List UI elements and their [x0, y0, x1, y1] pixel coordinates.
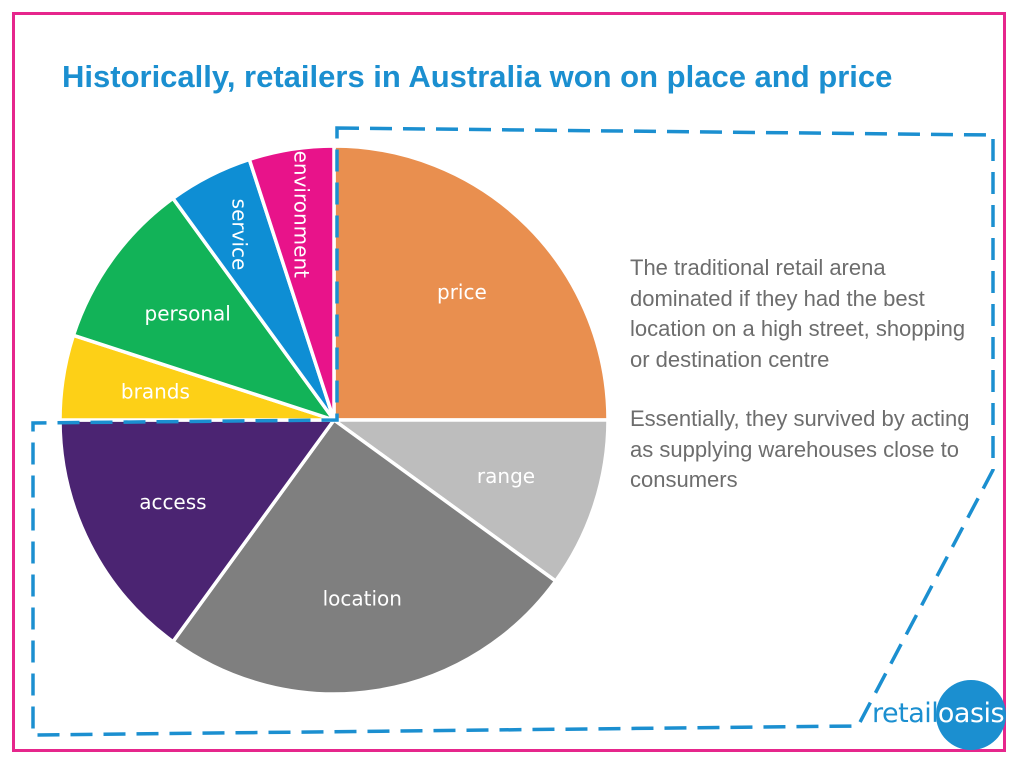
body-paragraph-2: Essentially, they survived by acting as … [630, 406, 970, 492]
pie-slice-location [171, 418, 558, 696]
slide-frame [12, 12, 1006, 752]
body-paragraph-1: The traditional retail arena dominated i… [630, 255, 966, 372]
pie-label-service: service [228, 199, 252, 271]
pie-slice-range [332, 418, 610, 583]
pie-slice-access [58, 418, 336, 644]
pie-label-price: price [437, 280, 487, 304]
pie-label-location: location [323, 587, 402, 611]
pie-slice-personal [71, 196, 336, 422]
pie-label-environment: environment [289, 151, 313, 279]
pie-label-brands: brands [121, 380, 190, 404]
logo-text-oasis: oasis [937, 698, 1005, 729]
pie-label-personal: personal [145, 302, 231, 326]
logo-circle: oasis [936, 680, 1006, 750]
slide-title: Historically, retailers in Australia won… [62, 59, 893, 94]
pie-label-range: range [477, 464, 535, 488]
pie-slice-price [332, 144, 610, 422]
retail-oasis-logo: retail oasis [872, 680, 1012, 752]
pie-label-access: access [139, 490, 206, 514]
pie-slice-environment [247, 144, 336, 422]
logo-text-retail: retail [872, 698, 939, 729]
